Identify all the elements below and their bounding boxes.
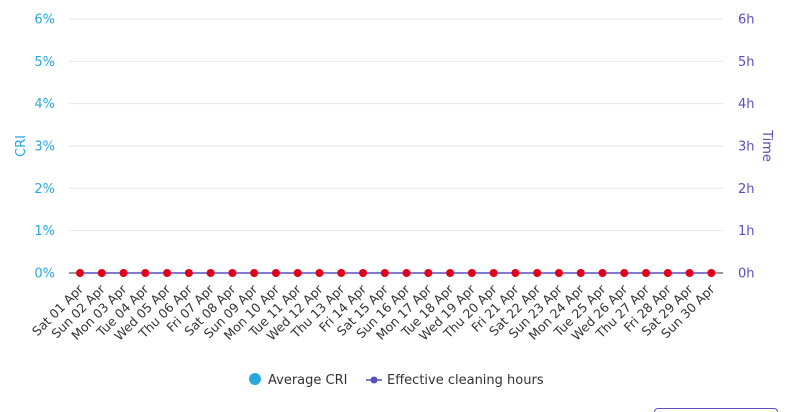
right-tick-label: 0h xyxy=(738,267,755,282)
data-point[interactable] xyxy=(97,269,106,277)
data-point[interactable] xyxy=(141,269,150,277)
data-point[interactable] xyxy=(250,269,259,277)
data-point[interactable] xyxy=(337,269,346,277)
right-axis-title: Time xyxy=(759,129,774,162)
legend-marker-dot-cleaning-hours xyxy=(370,376,378,384)
legend-label-average-cri: Average CRI xyxy=(268,373,347,388)
data-point[interactable] xyxy=(685,269,694,277)
data-points xyxy=(76,269,716,277)
legend: Average CRI Effective cleaning hours xyxy=(249,373,544,388)
data-point[interactable] xyxy=(271,269,280,277)
right-axis-ticks: 0h 1h 2h 3h 4h 5h 6h xyxy=(738,13,755,282)
left-tick-label: 4% xyxy=(34,97,55,112)
left-tick-label: 6% xyxy=(34,13,55,28)
bottom-tab-edge xyxy=(654,408,778,412)
legend-label-effective-cleaning-hours: Effective cleaning hours xyxy=(387,373,544,388)
legend-item-average-cri[interactable]: Average CRI xyxy=(249,373,347,388)
data-point[interactable] xyxy=(467,269,476,277)
data-point[interactable] xyxy=(489,269,498,277)
data-point[interactable] xyxy=(533,269,542,277)
data-point[interactable] xyxy=(642,269,651,277)
left-axis-ticks: 0% 1% 2% 3% 4% 5% 6% xyxy=(34,13,55,282)
data-point[interactable] xyxy=(511,269,520,277)
legend-item-effective-cleaning-hours[interactable]: Effective cleaning hours xyxy=(366,373,544,388)
data-point[interactable] xyxy=(76,269,84,277)
data-point[interactable] xyxy=(576,269,585,277)
data-point[interactable] xyxy=(184,269,193,277)
legend-marker-average-cri xyxy=(249,373,261,385)
left-tick-label: 3% xyxy=(34,140,55,155)
data-point[interactable] xyxy=(206,269,215,277)
data-point[interactable] xyxy=(424,269,433,277)
gridlines xyxy=(69,18,723,232)
data-point[interactable] xyxy=(598,269,607,277)
left-axis-title: CRI xyxy=(14,135,29,157)
data-point[interactable] xyxy=(359,269,368,277)
data-point[interactable] xyxy=(293,269,302,277)
data-point[interactable] xyxy=(663,269,672,277)
left-tick-label: 5% xyxy=(34,55,55,70)
data-point[interactable] xyxy=(315,269,324,277)
data-point[interactable] xyxy=(446,269,455,277)
data-point[interactable] xyxy=(119,269,128,277)
data-point[interactable] xyxy=(402,269,411,277)
data-point[interactable] xyxy=(707,269,716,277)
data-point[interactable] xyxy=(380,269,389,277)
data-point[interactable] xyxy=(163,269,172,277)
left-tick-label: 0% xyxy=(34,267,55,282)
data-point[interactable] xyxy=(620,269,629,277)
right-tick-label: 5h xyxy=(738,55,755,70)
left-tick-label: 1% xyxy=(34,224,55,239)
data-point[interactable] xyxy=(554,269,563,277)
right-tick-label: 3h xyxy=(738,140,755,155)
right-tick-label: 6h xyxy=(738,13,755,28)
left-tick-label: 2% xyxy=(34,182,55,197)
data-point[interactable] xyxy=(228,269,237,277)
right-tick-label: 1h xyxy=(738,224,755,239)
right-tick-label: 4h xyxy=(738,97,755,112)
right-tick-label: 2h xyxy=(738,182,755,197)
